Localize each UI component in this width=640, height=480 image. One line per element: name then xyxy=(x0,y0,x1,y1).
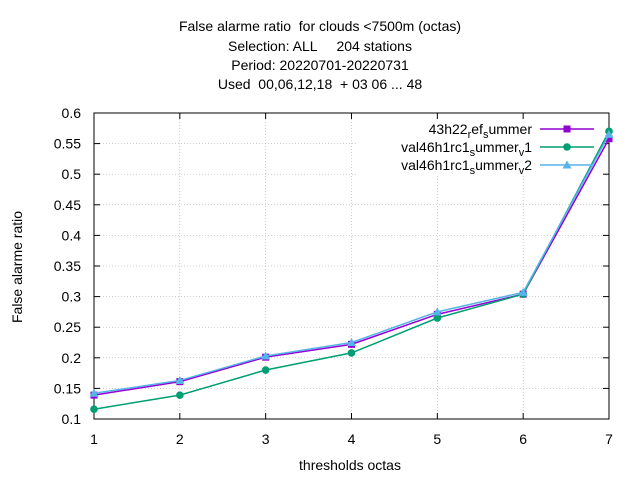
y-tick-label: 0.35 xyxy=(54,258,81,274)
data-point xyxy=(90,405,98,414)
y-tick-label: 0.55 xyxy=(54,136,81,152)
data-point xyxy=(347,349,356,357)
x-tick-label: 6 xyxy=(519,431,527,447)
legend-text-part: ummer xyxy=(475,157,519,173)
data-point xyxy=(605,135,613,143)
data-point xyxy=(176,391,184,399)
axes: 0.1 0.15 0.2 0.25 0.3 0.35 0.4 0.45 0.5 0.55 0.6 1 2… xyxy=(54,105,613,447)
y-tick-label: 0.1 xyxy=(62,411,82,427)
data-point xyxy=(433,314,442,322)
series-group xyxy=(89,127,614,414)
plot-area-border xyxy=(93,112,610,420)
data-point xyxy=(432,307,442,316)
legend-label: 43h22refsummer xyxy=(429,121,533,141)
data-point xyxy=(518,287,528,296)
x-tick-label: 5 xyxy=(433,431,441,447)
data-point xyxy=(261,366,270,374)
y-tick-label: 0.45 xyxy=(54,197,81,213)
y-axis-label: False alarme ratio xyxy=(9,211,25,323)
legend-text-part: s xyxy=(470,147,476,159)
y-tick-label: 0.5 xyxy=(62,166,82,182)
legend-text-part: s xyxy=(470,165,476,177)
chart-title-line-1: False alarme ratio for clouds <7500m (oc… xyxy=(178,18,462,34)
legend: 43h22refsummerval46h1rc1summerv1val46h1r… xyxy=(401,121,594,177)
data-point xyxy=(347,338,356,346)
legend-text-part: 43h22 xyxy=(429,121,468,137)
legend-text-part: v xyxy=(519,147,525,159)
data-point xyxy=(175,375,185,384)
legend-text-part: 1 xyxy=(524,139,532,155)
series-3 xyxy=(89,129,614,397)
legend-item-2: val46h1rc1summerv1 xyxy=(401,139,594,159)
y-tick-label: 0.15 xyxy=(54,380,81,396)
legend-text-part: val46h1rc1 xyxy=(401,157,470,173)
legend-text-part: 2 xyxy=(524,157,532,173)
y-tick-label: 0.4 xyxy=(62,227,82,243)
x-tick-label: 1 xyxy=(90,431,98,447)
x-tick-label: 7 xyxy=(605,431,613,447)
x-axis-label: thresholds octas xyxy=(299,457,401,473)
data-point xyxy=(261,351,271,360)
legend-label: val46h1rc1summerv2 xyxy=(401,157,532,177)
x-tick-label: 2 xyxy=(176,431,184,447)
legend-text-part: val46h1rc1 xyxy=(401,139,470,155)
y-tick-label: 0.6 xyxy=(62,105,82,121)
legend-text-part: v xyxy=(519,165,525,177)
legend-marker xyxy=(563,143,571,151)
legend-item-1: 43h22refsummer xyxy=(429,121,594,141)
legend-marker xyxy=(563,125,571,133)
legend-text-part: ummer xyxy=(488,121,532,137)
y-tick-label: 0.2 xyxy=(62,350,82,366)
data-point xyxy=(89,388,99,397)
chart-title-line-2: Selection: ALL 204 stations xyxy=(228,38,412,54)
x-tick-label: 4 xyxy=(348,431,356,447)
y-tick-label: 0.25 xyxy=(54,319,81,335)
legend-marker xyxy=(562,160,572,169)
legend-text-part: r xyxy=(468,129,472,141)
legend-item-3: val46h1rc1summerv2 xyxy=(401,157,594,177)
chart-title-line-4: Used 00,06,12,18 + 03 06 ... 48 xyxy=(217,76,423,92)
legend-label: val46h1rc1summerv1 xyxy=(401,139,532,159)
grid xyxy=(94,113,609,419)
y-tick-label: 0.3 xyxy=(62,289,82,305)
legend-text-part: ef xyxy=(471,121,483,137)
legend-text-part: ummer xyxy=(475,139,519,155)
chart-title-line-3: Period: 20220701-20220731 xyxy=(231,57,409,73)
data-point xyxy=(604,129,614,138)
legend-text-part: s xyxy=(483,129,489,141)
x-tick-label: 3 xyxy=(262,431,270,447)
